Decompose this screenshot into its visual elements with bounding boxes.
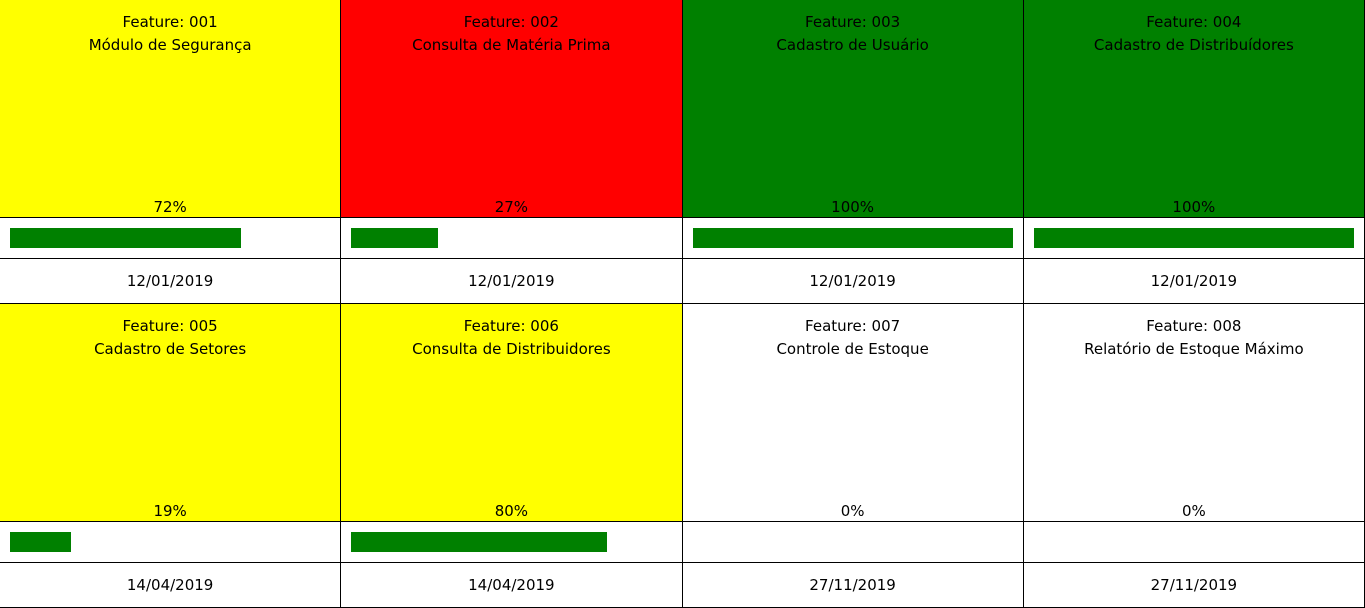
feature-card-008: Feature: 008 Relatório de Estoque Máximo… <box>1022 303 1365 608</box>
progress-cell <box>0 522 341 563</box>
progress-cell <box>341 522 682 563</box>
feature-name: Controle de Estoque <box>776 340 929 358</box>
feature-date: 14/04/2019 <box>0 563 341 607</box>
progress-cell <box>341 218 682 259</box>
feature-percent: 72% <box>153 198 187 216</box>
feature-percent: 80% <box>494 502 529 520</box>
progress-cell <box>682 218 1023 259</box>
feature-status-cell: Feature: 008 Relatório de Estoque Máximo… <box>1023 304 1364 522</box>
feature-id: Feature: 002 <box>463 13 559 31</box>
feature-name: Cadastro de Setores <box>94 340 247 358</box>
progress-track <box>10 228 330 248</box>
feature-card-003: Feature: 003 Cadastro de Usuário 100% 12… <box>681 0 1024 304</box>
progress-bar <box>10 228 241 248</box>
feature-percent: 0% <box>1181 502 1206 520</box>
feature-name: Consulta de Distribuidores <box>412 340 611 358</box>
feature-card-004: Feature: 004 Cadastro de Distribuídores … <box>1022 0 1365 304</box>
feature-id: Feature: 007 <box>805 317 901 335</box>
progress-cell <box>0 218 341 259</box>
feature-id: Feature: 001 <box>122 13 218 31</box>
feature-name: Cadastro de Distribuídores <box>1093 36 1294 54</box>
feature-status-cell: Feature: 006 Consulta de Distribuidores … <box>341 304 682 522</box>
feature-name: Relatório de Estoque Máximo <box>1084 340 1304 358</box>
feature-status-cell: Feature: 003 Cadastro de Usuário 100% <box>682 0 1023 218</box>
feature-status-cell: Feature: 007 Controle de Estoque 0% <box>682 304 1023 522</box>
feature-percent: 100% <box>831 198 875 216</box>
progress-cell <box>682 522 1023 563</box>
feature-date: 12/01/2019 <box>0 259 341 303</box>
progress-bar <box>351 532 608 552</box>
feature-date: 12/01/2019 <box>682 259 1023 303</box>
feature-card-002: Feature: 002 Consulta de Matéria Prima 2… <box>340 0 683 304</box>
feature-name: Cadastro de Usuário <box>776 36 929 54</box>
feature-percent: 19% <box>153 502 187 520</box>
feature-id: Feature: 005 <box>122 317 218 335</box>
feature-card-006: Feature: 006 Consulta de Distribuidores … <box>340 303 683 608</box>
feature-percent: 27% <box>494 198 529 216</box>
progress-track <box>693 532 1013 552</box>
feature-status-cell: Feature: 001 Módulo de Segurança 72% <box>0 0 341 218</box>
feature-name: Módulo de Segurança <box>88 36 252 54</box>
progress-bar <box>351 228 438 248</box>
progress-track <box>10 532 330 552</box>
progress-track <box>1033 228 1354 248</box>
feature-card-005: Feature: 005 Cadastro de Setores 19% 14/… <box>0 303 342 608</box>
feature-date: 27/11/2019 <box>682 563 1023 607</box>
feature-name: Consulta de Matéria Prima <box>412 36 611 54</box>
feature-status-cell: Feature: 005 Cadastro de Setores 19% <box>0 304 341 522</box>
progress-track <box>1034 532 1354 552</box>
progress-track <box>351 228 671 248</box>
progress-bar <box>10 532 71 552</box>
progress-cell <box>1023 218 1364 259</box>
feature-date: 12/01/2019 <box>1023 259 1364 303</box>
progress-bar <box>692 228 1013 248</box>
feature-percent: 100% <box>1172 198 1216 216</box>
feature-date: 14/04/2019 <box>341 563 682 607</box>
feature-card-001: Feature: 001 Módulo de Segurança 72% 12/… <box>0 0 342 304</box>
progress-track <box>692 228 1013 248</box>
feature-id: Feature: 003 <box>805 13 901 31</box>
feature-id: Feature: 008 <box>1146 317 1242 335</box>
progress-cell <box>1023 522 1364 563</box>
feature-percent: 0% <box>840 502 865 520</box>
feature-id: Feature: 004 <box>1146 13 1242 31</box>
feature-status-cell: Feature: 004 Cadastro de Distribuídores … <box>1023 0 1364 218</box>
progress-track <box>351 532 671 552</box>
feature-date: 27/11/2019 <box>1023 563 1364 607</box>
feature-id: Feature: 006 <box>463 317 559 335</box>
feature-card-007: Feature: 007 Controle de Estoque 0% 27/1… <box>681 303 1024 608</box>
progress-bar <box>1033 228 1354 248</box>
feature-status-cell: Feature: 002 Consulta de Matéria Prima 2… <box>341 0 682 218</box>
feature-date: 12/01/2019 <box>341 259 682 303</box>
